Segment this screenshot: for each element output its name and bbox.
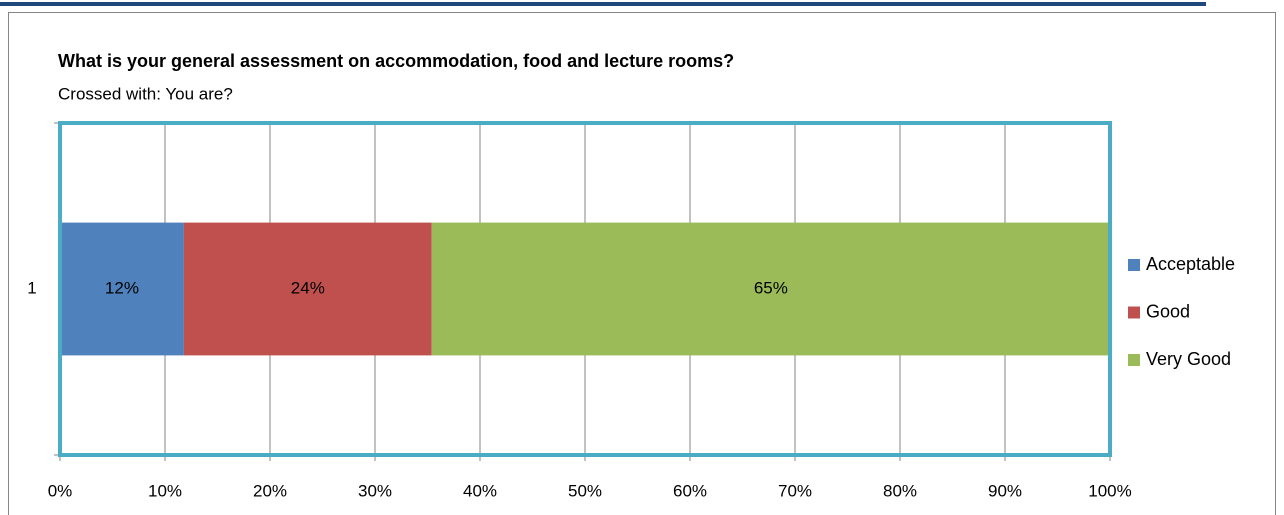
x-tick-label: 40% — [463, 481, 497, 500]
bar-segment — [183, 222, 432, 356]
y-tick-label: 1 — [27, 278, 36, 297]
legend-swatch — [1128, 259, 1140, 271]
x-tick-label: 70% — [778, 481, 812, 500]
x-tick-label: 20% — [253, 481, 287, 500]
legend-label: Good — [1146, 301, 1190, 321]
top-rule — [0, 2, 1206, 6]
legend-label: Acceptable — [1146, 254, 1235, 274]
bar-segment — [431, 222, 1110, 356]
x-tick-label: 90% — [988, 481, 1022, 500]
x-tick-label: 60% — [673, 481, 707, 500]
legend-swatch — [1128, 354, 1140, 366]
data-label: 24% — [291, 278, 325, 297]
data-label: 12% — [105, 278, 139, 297]
x-tick-label: 0% — [48, 481, 73, 500]
x-tick-label: 80% — [883, 481, 917, 500]
legend-label: Very Good — [1146, 349, 1231, 369]
legend-swatch — [1128, 306, 1140, 319]
chart-title: What is your general assessment on accom… — [58, 51, 734, 71]
chart-subtitle: Crossed with: You are? — [58, 84, 233, 103]
x-tick-label: 50% — [568, 481, 602, 500]
data-label: 65% — [754, 278, 788, 297]
x-tick-label: 100% — [1088, 481, 1131, 500]
x-tick-label: 30% — [358, 481, 392, 500]
bar-segment — [60, 222, 184, 356]
plot-border — [58, 121, 1112, 457]
x-tick-label: 10% — [148, 481, 182, 500]
